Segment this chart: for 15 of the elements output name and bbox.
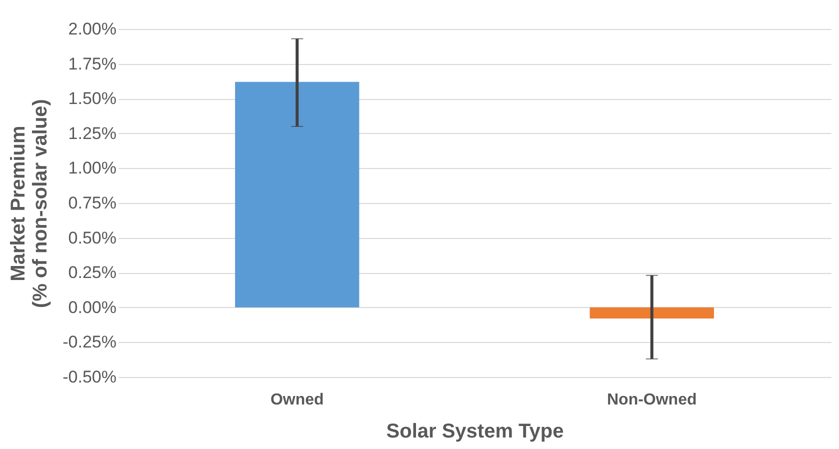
y-tick-label: -0.25% bbox=[62, 332, 116, 352]
y-tick-label: 2.00% bbox=[68, 20, 116, 38]
y-tick-label: -0.50% bbox=[62, 368, 116, 386]
y-tick-label: 0.25% bbox=[68, 263, 116, 282]
y-tick-label: 1.75% bbox=[68, 54, 116, 74]
y-axis-title: Market Premium (% of non-solar value) bbox=[8, 99, 52, 308]
y-tick-label: 0.00% bbox=[68, 298, 116, 317]
x-axis-title: Solar System Type bbox=[386, 420, 564, 442]
x-tick-label: Non-Owned bbox=[606, 392, 697, 408]
x-tick-label: Owned bbox=[270, 392, 324, 408]
y-tick-label: 0.50% bbox=[68, 228, 116, 248]
y-tick-label: 1.00% bbox=[68, 158, 116, 178]
y-tick-label: 1.50% bbox=[68, 89, 116, 108]
y-tick-label: 1.25% bbox=[68, 124, 116, 143]
y-tick-label: 0.75% bbox=[68, 194, 116, 212]
